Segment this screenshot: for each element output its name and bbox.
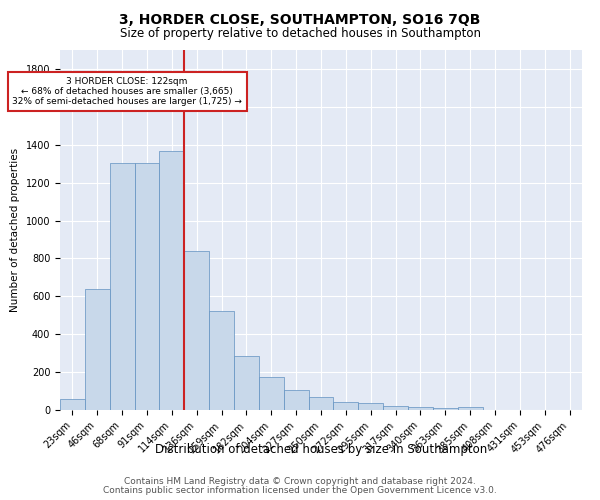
Text: Distribution of detached houses by size in Southampton: Distribution of detached houses by size … — [155, 442, 487, 456]
Bar — [209, 310, 234, 410]
Text: Contains public sector information licensed under the Open Government Licence v3: Contains public sector information licen… — [103, 486, 497, 495]
Bar — [259, 377, 284, 410]
Bar — [234, 356, 259, 410]
Bar — [60, 399, 85, 410]
Bar — [284, 390, 308, 410]
Bar — [408, 407, 433, 410]
Text: Contains HM Land Registry data © Crown copyright and database right 2024.: Contains HM Land Registry data © Crown c… — [124, 477, 476, 486]
Bar — [458, 406, 482, 410]
Text: 3 HORDER CLOSE: 122sqm
← 68% of detached houses are smaller (3,665)
32% of semi-: 3 HORDER CLOSE: 122sqm ← 68% of detached… — [12, 76, 242, 106]
Bar — [160, 152, 184, 410]
Bar — [433, 408, 458, 410]
Bar — [110, 162, 134, 410]
Y-axis label: Number of detached properties: Number of detached properties — [10, 148, 20, 312]
Text: 3, HORDER CLOSE, SOUTHAMPTON, SO16 7QB: 3, HORDER CLOSE, SOUTHAMPTON, SO16 7QB — [119, 12, 481, 26]
Bar — [358, 404, 383, 410]
Text: Size of property relative to detached houses in Southampton: Size of property relative to detached ho… — [119, 28, 481, 40]
Bar — [308, 396, 334, 410]
Bar — [334, 402, 358, 410]
Bar — [383, 406, 408, 410]
Bar — [184, 251, 209, 410]
Bar — [134, 162, 160, 410]
Bar — [85, 289, 110, 410]
